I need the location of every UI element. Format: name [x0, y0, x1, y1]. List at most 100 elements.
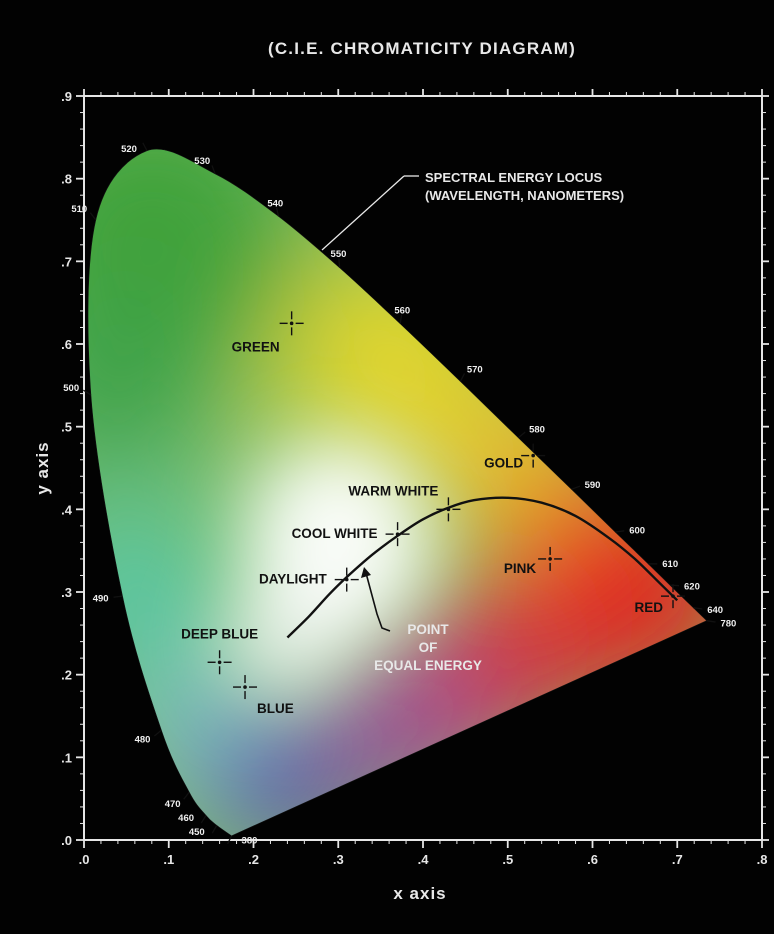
wavelength-tick: [693, 607, 703, 610]
wavelength-tick: [338, 258, 341, 268]
x-tick-label: .4: [418, 852, 430, 867]
wavelength-tick: [82, 389, 92, 396]
wavelength-label: 560: [394, 305, 410, 316]
color-point: DEEP BLUE: [181, 626, 258, 675]
wavelength-tick: [517, 431, 526, 439]
crosshair-dot: [243, 685, 247, 689]
point-label: GREEN: [232, 339, 280, 354]
wavelength-tick: [142, 142, 148, 152]
color-point: COOL WHITE: [292, 522, 410, 547]
gamut-whites: [217, 437, 434, 702]
color-gamut: [88, 148, 707, 836]
point-label: PINK: [504, 561, 537, 576]
chart-title: (C.I.E. CHROMATICITY DIAGRAM): [268, 39, 576, 58]
x-tick-label: .7: [672, 852, 683, 867]
wavelength-label: 640: [707, 605, 723, 616]
wavelength-tick: [113, 595, 123, 598]
crosshair-dot: [548, 557, 552, 561]
wavelength-label: 510: [71, 204, 87, 215]
y-tick-label: .5: [61, 420, 72, 435]
wavelength-tick: [200, 815, 207, 824]
crosshair-dot: [289, 321, 294, 326]
color-point: GREEN: [232, 311, 304, 354]
wavelength-label: 620: [684, 581, 700, 592]
crosshair-dot: [671, 594, 675, 598]
wavelength-label: 780: [720, 618, 736, 629]
wavelength-label: 570: [467, 365, 483, 376]
equal-energy-line1: POINT: [407, 622, 449, 637]
wavelength-labels: 380 450 460 470 480 490 500 510 520 530 540 550 560 5…: [63, 142, 736, 846]
x-tick-label: .8: [757, 852, 768, 867]
y-tick-label: .1: [61, 750, 72, 765]
blob-white-low: [217, 581, 358, 702]
wavelength-tick: [275, 207, 280, 217]
spectral-locus-outline: [87, 148, 708, 837]
planckian-locus: [286, 496, 679, 639]
crosshair-dot: [531, 453, 535, 458]
wavelength-tick: [89, 212, 97, 221]
x-tick-label: .2: [248, 852, 259, 867]
gamut-clip: [88, 148, 707, 836]
y-tick-label: .4: [61, 502, 73, 517]
blob-violet: [208, 712, 349, 836]
color-point: WARM WHITE: [348, 483, 461, 522]
wavelength-tick: [153, 729, 162, 737]
wavelength-tick: [706, 620, 716, 623]
point-label: BLUE: [257, 701, 294, 716]
wavelength-label: 610: [662, 559, 678, 570]
crosshair-dot: [344, 577, 349, 582]
x-tick-label: .5: [502, 852, 513, 867]
locus-title-line1: SPECTRAL ENERGY LOCUS: [425, 170, 603, 185]
color-point: DAYLIGHT: [259, 567, 359, 592]
y-axis-label: y axis: [33, 441, 52, 494]
x-axis-label: x axis: [393, 884, 446, 903]
wavelength-label: 470: [165, 799, 181, 810]
color-point: RED: [634, 584, 686, 615]
x-tick-label: .1: [163, 852, 174, 867]
wavelength-tick: [211, 825, 218, 834]
wavelength-tick: [211, 165, 216, 175]
point-label: WARM WHITE: [348, 483, 438, 498]
crosshair-dot: [446, 507, 451, 512]
wavelength-tick: [183, 791, 190, 800]
point-label: DAYLIGHT: [259, 572, 328, 587]
wavelength-label: 520: [121, 144, 137, 155]
wavelength-label: 530: [194, 156, 210, 167]
y-tick-label: .7: [61, 254, 72, 269]
y-tick-label: .8: [61, 172, 72, 187]
wavelength-label: 380: [242, 835, 258, 846]
blob-magenta: [336, 654, 477, 795]
equal-energy-line2: OF: [419, 640, 438, 655]
point-label: COOL WHITE: [292, 526, 378, 541]
y-tick-label: .9: [61, 89, 72, 104]
crosshair-dot: [217, 660, 222, 665]
locus-title-line2: (WAVELENGTH, NANOMETERS): [425, 188, 624, 203]
wavelength-label: 500: [63, 383, 79, 394]
x-tick-label: .6: [587, 852, 598, 867]
locus-callout-line: [321, 175, 405, 251]
wavelength-label: 450: [189, 827, 205, 838]
point-label: RED: [634, 600, 663, 615]
color-point: BLUE: [233, 675, 294, 716]
wavelength-label: 600: [629, 526, 645, 537]
wavelength-tick: [670, 584, 680, 587]
wavelength-label: 480: [135, 735, 151, 746]
point-label: GOLD: [484, 456, 523, 471]
point-label: DEEP BLUE: [181, 626, 258, 641]
y-tick-label: .0: [61, 833, 72, 848]
y-tick-label: .3: [61, 585, 72, 600]
color-point: GOLD: [484, 443, 546, 471]
wavelength-tick: [615, 530, 625, 533]
blob-green-edge: [88, 295, 200, 476]
equal-energy-arrowhead: [361, 567, 371, 578]
x-ticks: .0 .1 .2 .3 .4 .5 .6 .7 .8: [79, 89, 768, 867]
color-point: PINK: [504, 546, 563, 576]
x-tick-label: .3: [333, 852, 344, 867]
color-points: GREEN GOLD WARM WHITE COOL WHITE DAYLIGHT PIN…: [181, 311, 686, 716]
wavelength-label: 540: [267, 198, 283, 209]
gamut-blobs: [88, 148, 707, 836]
y-tick-label: .6: [61, 337, 72, 352]
wavelength-label: 580: [529, 424, 545, 435]
